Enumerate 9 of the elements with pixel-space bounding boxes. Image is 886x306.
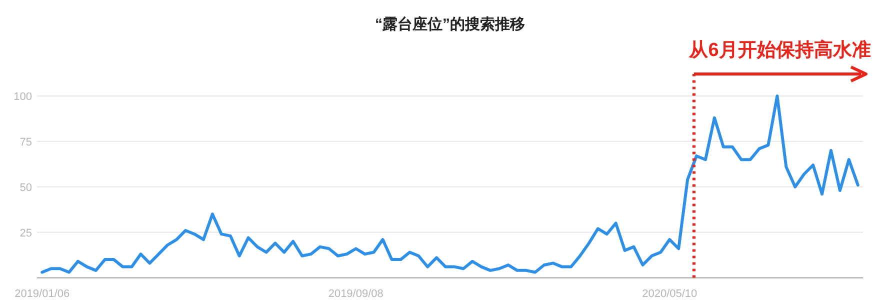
chart-title: “露台座位”的搜索推移 <box>375 15 525 33</box>
y-tick-label: 100 <box>14 91 32 103</box>
x-tick-label: 2019/09/08 <box>328 288 384 300</box>
y-tick-label: 75 <box>20 136 32 148</box>
y-tick-label: 25 <box>20 227 32 240</box>
ref-line-label: 从6月开始保持高水准 <box>688 39 871 61</box>
x-tick-label: 2019/01/06 <box>14 288 70 300</box>
y-tick-label: 50 <box>20 182 32 194</box>
x-tick-label: 2020/05/10 <box>642 288 698 300</box>
